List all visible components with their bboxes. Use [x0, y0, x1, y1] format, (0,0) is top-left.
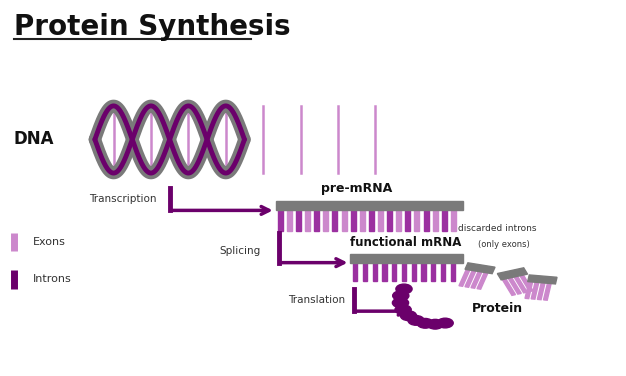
Text: discarded introns: discarded introns: [458, 224, 536, 233]
Circle shape: [393, 298, 409, 308]
Bar: [451, 211, 456, 231]
Text: functional mRNA: functional mRNA: [351, 236, 462, 249]
Text: Introns: Introns: [33, 274, 71, 284]
Bar: [465, 263, 495, 274]
Bar: [392, 263, 396, 281]
Bar: [441, 263, 445, 281]
Text: Splicing: Splicing: [220, 246, 261, 256]
Bar: [402, 263, 406, 281]
Bar: [412, 263, 416, 281]
Bar: [502, 279, 515, 296]
Bar: [421, 263, 426, 281]
Text: (only exons): (only exons): [478, 240, 530, 249]
Text: Transcription: Transcription: [89, 194, 156, 204]
Bar: [514, 276, 527, 293]
Bar: [323, 211, 328, 231]
Bar: [433, 211, 438, 231]
Bar: [442, 211, 447, 231]
Bar: [459, 270, 470, 286]
Circle shape: [408, 315, 424, 325]
Bar: [360, 211, 365, 231]
Bar: [406, 211, 411, 231]
Text: pre-mRNA: pre-mRNA: [321, 182, 393, 196]
Bar: [451, 263, 455, 281]
Circle shape: [396, 284, 412, 294]
Bar: [528, 275, 557, 284]
Bar: [287, 211, 292, 231]
Bar: [520, 275, 533, 291]
Text: DNA: DNA: [14, 130, 54, 149]
Bar: [305, 211, 310, 231]
Bar: [431, 263, 436, 281]
Bar: [372, 263, 377, 281]
Circle shape: [393, 291, 409, 300]
Bar: [369, 211, 374, 231]
Bar: [424, 211, 429, 231]
Circle shape: [395, 305, 411, 315]
Bar: [378, 211, 383, 231]
Bar: [525, 282, 533, 299]
Bar: [351, 211, 356, 231]
Bar: [353, 263, 357, 281]
Bar: [382, 263, 387, 281]
Text: Protein: Protein: [472, 302, 523, 315]
Bar: [537, 283, 545, 300]
Text: Protein Synthesis: Protein Synthesis: [14, 12, 290, 41]
Text: Exons: Exons: [33, 237, 66, 247]
Text: Translation: Translation: [288, 295, 345, 305]
Bar: [497, 268, 528, 280]
Circle shape: [401, 311, 416, 321]
Bar: [351, 255, 463, 263]
Bar: [543, 283, 551, 300]
Bar: [508, 277, 521, 294]
Circle shape: [427, 319, 443, 329]
Bar: [471, 271, 482, 288]
Bar: [477, 272, 488, 289]
Bar: [531, 282, 539, 299]
Bar: [396, 211, 401, 231]
Bar: [296, 211, 301, 231]
Bar: [465, 270, 476, 287]
Bar: [342, 211, 347, 231]
Bar: [414, 211, 419, 231]
Circle shape: [437, 318, 453, 328]
Circle shape: [417, 318, 433, 328]
Bar: [278, 211, 283, 231]
Bar: [363, 263, 367, 281]
Bar: [314, 211, 319, 231]
Bar: [332, 211, 337, 231]
Bar: [387, 211, 392, 231]
Bar: [275, 201, 463, 211]
